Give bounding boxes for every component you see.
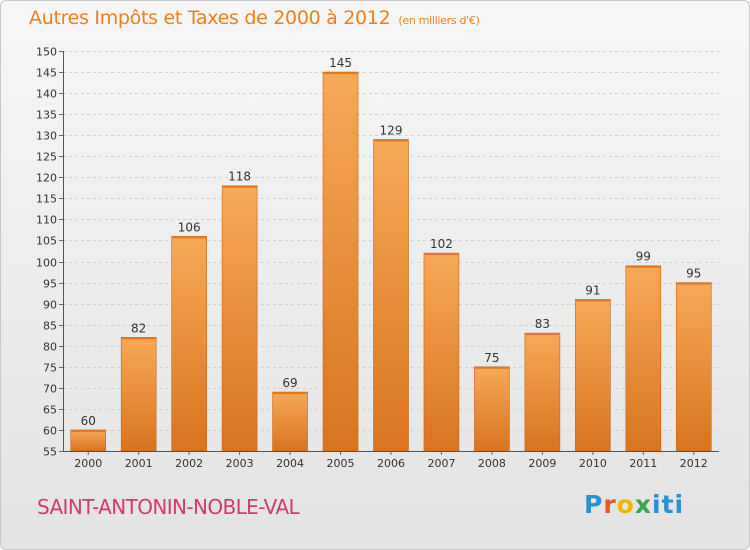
- y-tick-label: 65: [43, 404, 57, 417]
- data-label: 102: [430, 237, 453, 251]
- x-tick-label: 2012: [680, 457, 708, 470]
- bar: [625, 265, 662, 452]
- y-tick-label: 125: [36, 151, 57, 164]
- bar-cap: [676, 282, 712, 285]
- bar: [675, 282, 712, 452]
- bar: [221, 185, 258, 452]
- data-label: 145: [329, 56, 352, 70]
- bar: [524, 332, 561, 452]
- commune-name: SAINT-ANTONIN-NOBLE-VAL: [37, 495, 300, 519]
- bar: [322, 71, 359, 452]
- bar-cap: [575, 299, 611, 302]
- chart-unit: (en milliers d'€): [398, 14, 480, 27]
- bar-cap: [272, 392, 308, 395]
- y-tick-label: 80: [43, 341, 57, 354]
- proxiti-logo: Proxiti: [584, 490, 684, 519]
- bar-cap: [222, 185, 258, 188]
- logo-letter: o: [616, 490, 635, 519]
- bar-cap: [121, 337, 157, 340]
- data-label: 69: [282, 376, 297, 390]
- x-tick-label: 2010: [579, 457, 607, 470]
- data-label: 118: [228, 170, 251, 184]
- data-label: 60: [81, 414, 96, 428]
- x-tick-label: 2001: [125, 457, 153, 470]
- x-tick-label: 2011: [629, 457, 657, 470]
- bar: [575, 299, 611, 452]
- y-tick-label: 60: [43, 425, 57, 438]
- bar: [272, 391, 308, 452]
- axes: [59, 51, 719, 455]
- y-tick-label: 145: [36, 67, 57, 80]
- y-tick-label: 85: [43, 320, 57, 333]
- data-label: 83: [535, 317, 550, 331]
- x-tick-label: 2002: [175, 457, 203, 470]
- y-tick-label: 135: [36, 109, 57, 122]
- labels: 55 60 65 70 75 80 85 90 95 100 105 110 115 120 125 130 1…: [36, 46, 708, 471]
- y-tick-label: 120: [36, 172, 57, 185]
- bar-cap: [373, 139, 409, 142]
- y-tick-label: 115: [36, 193, 57, 206]
- bar: [120, 337, 157, 452]
- bar-cap: [524, 333, 560, 336]
- y-tick-label: 90: [43, 299, 57, 312]
- y-tick-label: 150: [36, 46, 57, 59]
- y-tick-label: 95: [43, 278, 57, 291]
- bar-cap: [323, 72, 359, 75]
- logo-letter: r: [603, 490, 617, 519]
- y-tick-label: 110: [36, 214, 57, 227]
- logo-letter: iti: [652, 490, 685, 519]
- data-label: 91: [585, 283, 600, 297]
- logo-letter: P: [584, 490, 604, 519]
- data-label: 106: [178, 220, 201, 234]
- x-tick-label: 2008: [478, 457, 506, 470]
- chart-title: Autres Impôts et Taxes de 2000 à 2012 (en…: [29, 7, 480, 29]
- y-tick-label: 70: [43, 383, 57, 396]
- chart-title-text: Autres Impôts et Taxes de 2000 à 2012: [29, 7, 391, 29]
- x-tick-label: 2009: [528, 457, 556, 470]
- data-label: 95: [686, 267, 701, 281]
- x-tick-label: 2000: [74, 457, 102, 470]
- bars: [70, 71, 712, 452]
- data-label: 99: [636, 250, 651, 264]
- y-tick-label: 100: [36, 257, 57, 270]
- bar-cap: [70, 429, 106, 432]
- y-tick-label: 55: [43, 446, 57, 459]
- bar-cap: [625, 265, 661, 268]
- y-tick-label: 75: [43, 362, 57, 375]
- x-tick-label: 2006: [377, 457, 405, 470]
- bar: [70, 429, 107, 452]
- bar-cap: [171, 236, 207, 239]
- y-tick-label: 105: [36, 235, 57, 248]
- logo-letter: x: [634, 490, 652, 519]
- data-label: 82: [131, 321, 146, 335]
- x-tick-label: 2007: [427, 457, 455, 470]
- bar: [171, 235, 207, 452]
- x-tick-label: 2004: [276, 457, 304, 470]
- bar: [373, 139, 409, 452]
- x-tick-label: 2005: [327, 457, 355, 470]
- bar: [423, 252, 460, 452]
- x-tick-label: 2003: [226, 457, 254, 470]
- bar-cap: [474, 366, 510, 369]
- data-label: 129: [380, 123, 403, 137]
- y-tick-label: 130: [36, 130, 57, 143]
- y-tick-label: 140: [36, 88, 57, 101]
- data-label: 75: [484, 351, 499, 365]
- bar: [474, 366, 510, 452]
- bar-cap: [423, 253, 459, 256]
